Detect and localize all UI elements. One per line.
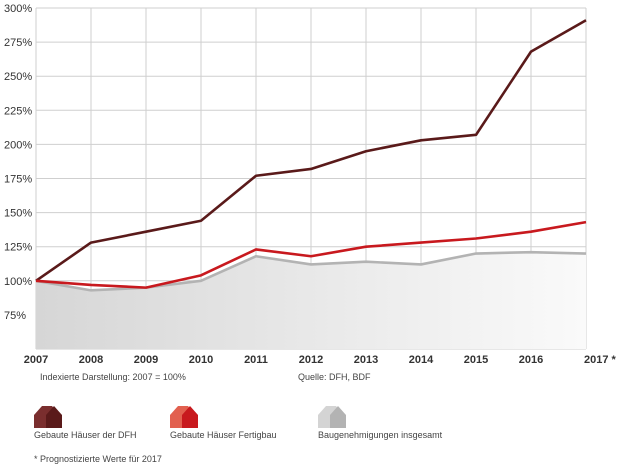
source-note: Quelle: DFH, BDF — [298, 372, 371, 382]
x-tick-label: 2011 — [244, 354, 268, 366]
y-tick-label: 175% — [4, 174, 32, 186]
y-tick-label: 200% — [4, 139, 32, 151]
forecast-note: * Prognostizierte Werte für 2017 — [34, 454, 162, 464]
series-line-gebaute-häuser-fertigbau — [35, 220, 587, 289]
x-tick-label: 2013 — [354, 354, 378, 366]
house-icon — [318, 406, 346, 428]
x-tick-label: 2009 — [134, 354, 158, 366]
y-tick-label: 300% — [4, 3, 32, 15]
area-fill — [36, 252, 586, 349]
series-line-baugenehmigungen-insgesamt — [35, 250, 587, 292]
x-tick-label: 2015 — [464, 354, 488, 366]
x-tick-label: 2014 — [409, 354, 434, 366]
x-tick-label: 2010 — [189, 354, 213, 366]
y-tick-label: 100% — [4, 276, 32, 288]
house-icon — [170, 406, 198, 428]
x-axis-ticks: 2007 2008 2009 2010 2011 2012 2013 2014 2015 2016… — [24, 354, 617, 366]
y-tick-label: 225% — [4, 105, 32, 117]
series-line-gebaute-häuser-der-dfh — [35, 19, 587, 282]
legend-label: Baugenehmigungen insgesamt — [318, 430, 443, 440]
line-chart: 300%275%250%225%200%175%150%125%100%75% … — [4, 3, 617, 366]
legend-label: Gebaute Häuser der DFH — [34, 430, 137, 440]
y-axis-ticks: 300% 275% 250% 225% 200% 175% 150% 125% 100% 75% — [4, 3, 32, 322]
x-tick-label: 2017 * — [584, 354, 617, 366]
house-icon — [34, 406, 62, 428]
x-tick-label: 2016 — [519, 354, 543, 366]
y-tick-label: 75% — [4, 310, 26, 322]
x-tick-label: 2012 — [299, 354, 323, 366]
y-tick-label: 150% — [4, 208, 32, 220]
y-tick-label: 275% — [4, 37, 32, 49]
x-tick-label: 2007 — [24, 354, 48, 366]
area-fill-baugenehmigungen — [36, 252, 586, 349]
y-tick-label: 125% — [4, 242, 32, 254]
y-tick-label: 250% — [4, 71, 32, 83]
index-note: Indexierte Darstellung: 2007 = 100% — [40, 372, 186, 382]
series-lines — [35, 19, 587, 292]
legend-label: Gebaute Häuser Fertigbau — [170, 430, 277, 440]
x-tick-label: 2008 — [79, 354, 103, 366]
